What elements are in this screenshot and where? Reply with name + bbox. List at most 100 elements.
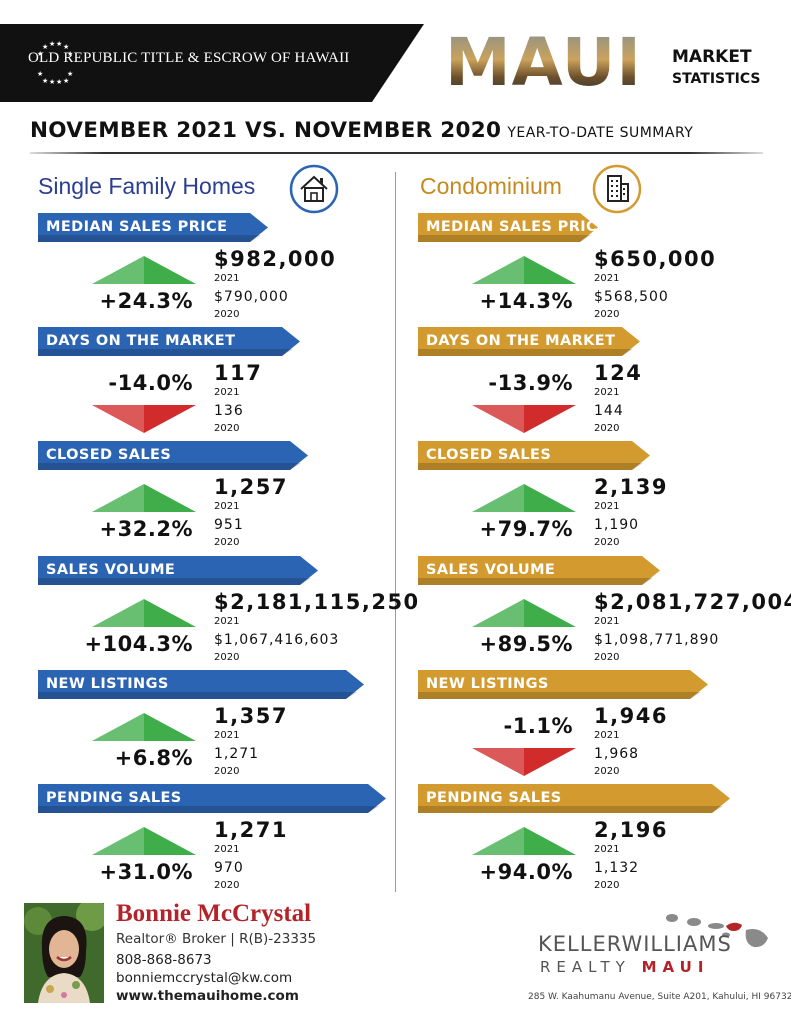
up-triangle-icon: [92, 484, 196, 512]
down-triangle-icon: [472, 405, 576, 433]
ribbon-arrow-shape: [38, 327, 300, 356]
svg-text:★: ★: [42, 43, 48, 51]
brokerage-address: 285 W. Kaahumanu Avenue, Suite A201, Kah…: [528, 992, 791, 1002]
year-2021: 2021: [214, 844, 240, 855]
percent-change: +14.3%: [479, 289, 573, 313]
metric-label: MEDIAN SALES PRICE: [426, 219, 608, 235]
year-2021: 2021: [594, 273, 620, 284]
up-triangle-icon: [472, 827, 576, 855]
value-2020: $790,000: [214, 289, 289, 305]
ribbon-arrow-shape: [418, 213, 598, 242]
metric-label: CLOSED SALES: [46, 447, 172, 463]
ribbon-arrow-shape: [418, 784, 730, 813]
condo-column-title: Condominium: [420, 173, 562, 199]
condo-metric-block: NEW LISTINGS -1.1% 1,946 2021 1,968 2020: [418, 670, 778, 786]
value-2020: 970: [214, 860, 244, 876]
agent-photo: [24, 903, 104, 1003]
agent-email[interactable]: bonniemccrystal@kw.com: [116, 970, 293, 986]
up-triangle-icon: [92, 599, 196, 627]
svg-text:★: ★: [49, 40, 55, 48]
agent-website[interactable]: www.themauihome.com: [116, 988, 299, 1004]
brokerage-sub-maui: MAUI: [641, 958, 710, 976]
up-triangle-icon: [92, 256, 196, 284]
house-icon: [289, 164, 339, 214]
year-2020: 2020: [214, 880, 240, 891]
percent-change: +104.3%: [84, 632, 193, 656]
agent-role: Realtor® Broker | R(B)-23335: [116, 931, 317, 947]
percent-change: -1.1%: [503, 714, 573, 738]
agent-name: Bonnie McCrystal: [116, 900, 312, 927]
year-2021: 2021: [594, 501, 620, 512]
maui-title: MAUI: [445, 30, 655, 96]
value-2020: 1,271: [214, 746, 260, 762]
year-2021: 2021: [214, 616, 240, 627]
metric-label: NEW LISTINGS: [426, 676, 549, 692]
year-2020: 2020: [594, 423, 620, 434]
metric-ribbon: SALES VOLUME: [418, 556, 660, 585]
down-triangle-icon: [92, 405, 196, 433]
sfh-metric-block: PENDING SALES +31.0% 1,271 2021 970 2020: [38, 784, 398, 900]
ribbon-arrow-shape: [38, 441, 308, 470]
down-triangle-icon: [472, 748, 576, 776]
up-triangle-icon: [472, 256, 576, 284]
statistics-label: STATISTICS: [672, 71, 761, 87]
metric-ribbon: MEDIAN SALES PRICE: [38, 213, 268, 242]
year-2021: 2021: [594, 387, 620, 398]
up-triangle-icon: [92, 713, 196, 741]
value-2020: 1,968: [594, 746, 640, 762]
metric-label: SALES VOLUME: [46, 562, 176, 578]
percent-change: +89.5%: [479, 632, 573, 656]
year-2021: 2021: [594, 616, 620, 627]
svg-text:★: ★: [37, 50, 43, 58]
svg-text:★: ★: [56, 78, 62, 84]
svg-text:★: ★: [63, 43, 69, 51]
year-2020: 2020: [214, 766, 240, 777]
metric-label: PENDING SALES: [426, 790, 562, 806]
maui-title-text: MAUI: [445, 24, 642, 101]
year-2021: 2021: [594, 844, 620, 855]
year-2021: 2021: [214, 273, 240, 284]
brokerage-logo: KELLERWILLIAMS: [538, 932, 732, 956]
column-divider: [395, 172, 396, 892]
percent-change: +32.2%: [99, 517, 193, 541]
svg-text:★: ★: [42, 77, 48, 84]
agent-phone[interactable]: 808-868-8673: [116, 952, 212, 968]
svg-text:★: ★: [49, 78, 55, 84]
value-2020: 951: [214, 517, 244, 533]
percent-change: -14.0%: [108, 371, 193, 395]
value-2021: $2,181,115,250: [214, 590, 420, 614]
ribbon-arrow-shape: [38, 213, 268, 242]
value-2020: 144: [594, 403, 624, 419]
year-2020: 2020: [594, 766, 620, 777]
value-2020: 1,190: [594, 517, 640, 533]
sfh-metric-block: CLOSED SALES +32.2% 1,257 2021 951 2020: [38, 441, 398, 557]
metric-ribbon: DAYS ON THE MARKET: [38, 327, 300, 356]
metric-label: CLOSED SALES: [426, 447, 552, 463]
value-2021: 1,271: [214, 818, 288, 842]
value-2021: 124: [594, 361, 643, 385]
metric-ribbon: CLOSED SALES: [418, 441, 650, 470]
market-label: MARKET: [672, 47, 752, 67]
value-2021: 1,946: [594, 704, 668, 728]
condo-metric-block: PENDING SALES +94.0% 2,196 2021 1,132 2020: [418, 784, 778, 900]
percent-change: -13.9%: [488, 371, 573, 395]
value-2020: $568,500: [594, 289, 669, 305]
value-2020: $1,098,771,890: [594, 632, 720, 648]
sfh-metric-block: NEW LISTINGS +6.8% 1,357 2021 1,271 2020: [38, 670, 398, 786]
percent-change: +6.8%: [114, 746, 193, 770]
headline: NOVEMBER 2021 VS. NOVEMBER 2020 YEAR-TO-D…: [30, 118, 770, 143]
brokerage-sub-realty: REALTY: [540, 958, 631, 976]
value-2021: 2,139: [594, 475, 668, 499]
metric-ribbon: NEW LISTINGS: [418, 670, 708, 699]
sfh-metric-block: MEDIAN SALES PRICE +24.3% $982,000 2021 $790…: [38, 213, 398, 329]
up-triangle-icon: [472, 599, 576, 627]
year-2021: 2021: [214, 387, 240, 398]
ribbon-arrow-shape: [418, 556, 660, 585]
metric-ribbon: SALES VOLUME: [38, 556, 318, 585]
company-name: OLD REPUBLIC TITLE & ESCROW OF HAWAII: [28, 50, 350, 66]
percent-change: +24.3%: [99, 289, 193, 313]
year-2020: 2020: [214, 423, 240, 434]
svg-text:★: ★: [37, 70, 43, 78]
value-2021: $650,000: [594, 247, 717, 271]
metric-ribbon: DAYS ON THE MARKET: [418, 327, 640, 356]
